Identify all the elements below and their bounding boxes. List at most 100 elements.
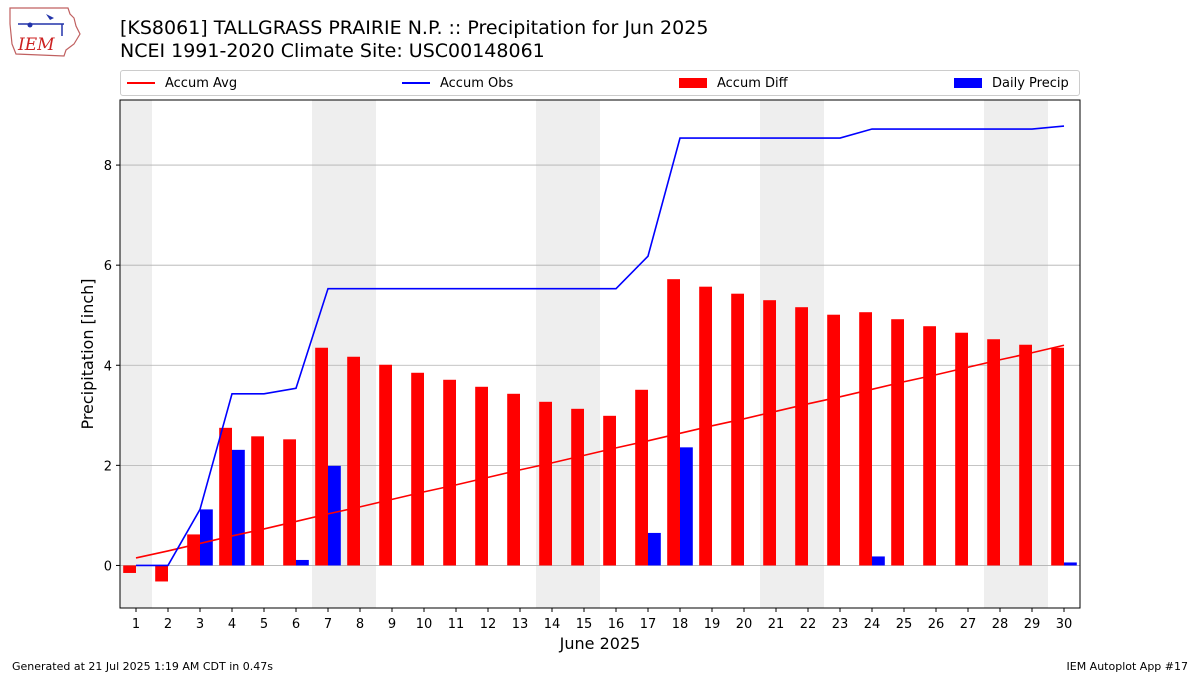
plot-frame	[119, 99, 1081, 609]
accum-diff-bar	[187, 534, 200, 566]
accum-diff-bar	[923, 326, 936, 566]
y-tick-label: 0	[104, 559, 112, 574]
daily-precip-bar	[328, 465, 341, 566]
x-axis-label: June 2025	[559, 634, 641, 653]
x-tick-label: 20	[736, 617, 753, 632]
x-tick-label: 8	[356, 617, 364, 632]
legend-item-daily-precip: Daily Precip	[954, 71, 1069, 95]
legend-item-accum-obs: Accum Obs	[402, 71, 513, 95]
y-axis-label: Precipitation [inch]	[78, 278, 97, 429]
accum-diff-bar	[539, 401, 552, 566]
daily-precip-bar	[648, 532, 661, 566]
x-tick-label: 18	[672, 617, 689, 632]
accum-diff-bar	[443, 379, 456, 566]
x-tick-label: 30	[1056, 617, 1073, 632]
accum-diff-bar	[507, 393, 520, 566]
accum-diff-bar	[1051, 347, 1064, 566]
logo-text: IEM	[17, 35, 55, 55]
accum-diff-bar	[475, 386, 488, 566]
legend-swatch	[679, 78, 707, 88]
x-tick-label: 3	[196, 617, 204, 632]
y-tick-label: 8	[104, 159, 112, 174]
x-tick-label: 27	[960, 617, 977, 632]
accum-diff-bar	[795, 307, 808, 566]
chart-title: [KS8061] TALLGRASS PRAIRIE N.P. :: Preci…	[120, 17, 709, 39]
accum-diff-bar	[155, 565, 168, 582]
accum-diff-bar	[667, 279, 680, 566]
accum-diff-bar	[347, 356, 360, 566]
daily-precip-bar	[232, 449, 245, 566]
iowa-outline-shape	[9, 7, 81, 57]
x-tick-label: 15	[576, 617, 593, 632]
x-tick-label: 9	[388, 617, 396, 632]
x-tick-label: 21	[768, 617, 785, 632]
accum-lines	[135, 125, 1065, 567]
legend-label: Accum Obs	[440, 75, 514, 91]
x-tick-label: 7	[324, 617, 332, 632]
accum-obs-line	[136, 125, 1065, 567]
accum-diff-bar	[283, 439, 296, 566]
accum-diff-bar	[251, 436, 264, 566]
daily-precip-bar	[872, 556, 885, 566]
y-tick-label: 6	[104, 259, 112, 274]
accum-diff-bar	[987, 339, 1000, 566]
accum-diff-bar	[699, 286, 712, 566]
accum-diff-bar	[731, 293, 744, 566]
accum-diff-bar	[379, 364, 392, 566]
accum-diff-bar	[411, 372, 424, 566]
legend-swatch	[127, 82, 155, 84]
x-tick-label: 26	[928, 617, 945, 632]
legend-swatch	[954, 78, 982, 88]
chart-subtitle: NCEI 1991-2020 Climate Site: USC00148061	[120, 40, 545, 62]
x-tick-label: 5	[260, 617, 268, 632]
x-tick-label: 4	[228, 617, 236, 632]
accum-diff-bar	[635, 389, 648, 566]
accum-diff-bar	[891, 319, 904, 566]
x-tick-label: 23	[832, 617, 849, 632]
accum-diff-bar	[1019, 344, 1032, 566]
app-label: IEM Autoplot App #17	[1066, 660, 1189, 673]
accum-diff-bar	[859, 312, 872, 566]
x-tick-label: 24	[864, 617, 881, 632]
legend-item-accum-avg: Accum Avg	[127, 71, 237, 95]
accum-diff-bar	[955, 332, 968, 566]
generated-timestamp: Generated at 21 Jul 2025 1:19 AM CDT in …	[12, 660, 273, 673]
accum-diff-bar	[571, 408, 584, 566]
x-tick-label: 12	[480, 617, 497, 632]
x-tick-label: 29	[1024, 617, 1041, 632]
legend-label: Daily Precip	[992, 75, 1069, 91]
chart-legend: Accum Avg Accum Obs Accum Diff Daily Pre…	[120, 70, 1080, 96]
y-tick-label: 4	[104, 359, 112, 374]
x-tick-label: 13	[512, 617, 529, 632]
x-tick-label: 17	[640, 617, 657, 632]
grid-lines	[120, 164, 1080, 566]
accum-diff-bar	[315, 347, 328, 566]
x-tick-label: 16	[608, 617, 625, 632]
accum-diff-bar	[603, 415, 616, 566]
x-tick-label: 19	[704, 617, 721, 632]
x-tick-label: 10	[416, 617, 433, 632]
logo-stroke	[46, 14, 54, 20]
accum-diff-bar	[827, 314, 840, 566]
daily-precip-bar	[296, 559, 309, 566]
accum-diff-bar	[219, 427, 232, 566]
legend-swatch	[402, 82, 430, 84]
accum-avg-line	[135, 344, 1065, 559]
weekend-band	[120, 100, 152, 608]
legend-label: Accum Avg	[165, 75, 238, 91]
x-tick-label: 1	[132, 617, 140, 632]
accum-diff-bars	[123, 279, 1064, 582]
x-tick-label: 2	[164, 617, 172, 632]
x-tick-label: 11	[448, 617, 465, 632]
legend-label: Accum Diff	[717, 75, 788, 91]
x-tick-label: 25	[896, 617, 913, 632]
x-tick-label: 22	[800, 617, 817, 632]
legend-item-accum-diff: Accum Diff	[679, 71, 788, 95]
daily-precip-bars	[200, 447, 1077, 566]
accum-diff-bar	[763, 300, 776, 566]
daily-precip-bar	[200, 509, 213, 566]
x-tick-label: 28	[992, 617, 1009, 632]
daily-precip-bar	[1064, 562, 1077, 566]
